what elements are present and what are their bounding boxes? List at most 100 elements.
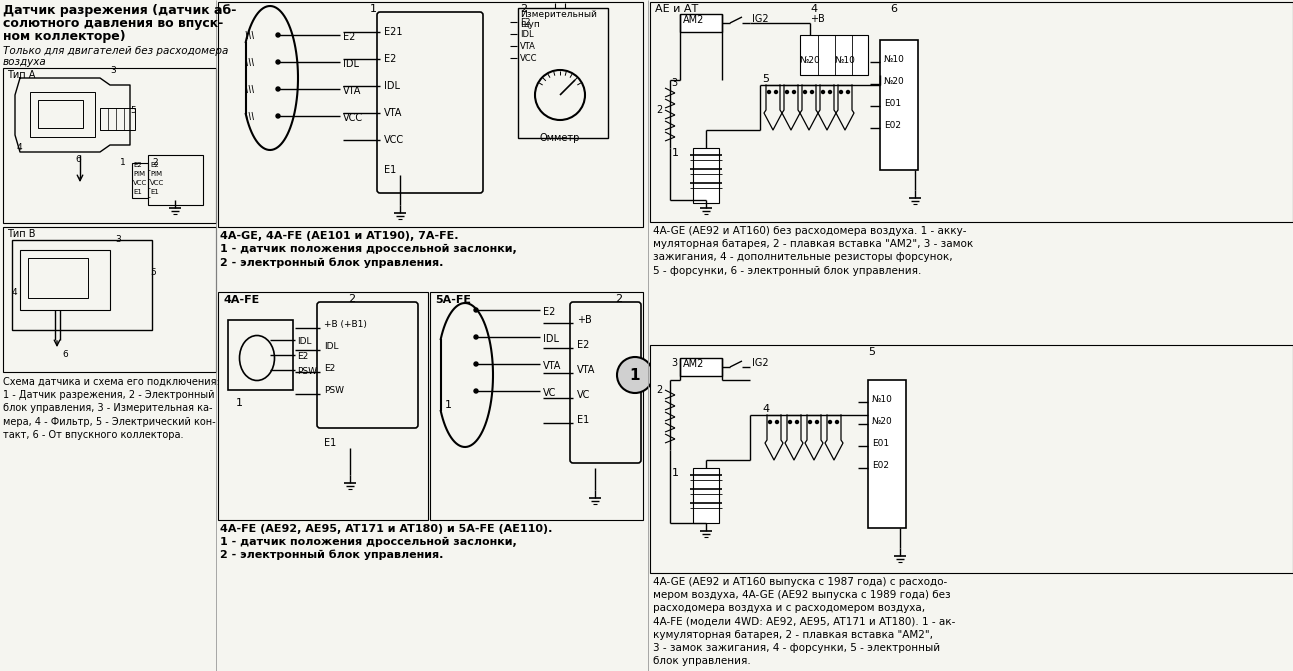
Text: Тип А: Тип А xyxy=(6,70,35,80)
Circle shape xyxy=(793,91,795,93)
Bar xyxy=(3,68,216,223)
Bar xyxy=(100,108,134,130)
Circle shape xyxy=(775,91,777,93)
Circle shape xyxy=(475,389,478,393)
Circle shape xyxy=(275,33,281,37)
Text: 5: 5 xyxy=(150,268,155,277)
Bar xyxy=(680,14,721,32)
Text: E21: E21 xyxy=(384,27,402,37)
Text: IG2: IG2 xyxy=(753,14,768,24)
Text: +В: +В xyxy=(809,14,825,24)
Text: PSW: PSW xyxy=(297,367,317,376)
Text: Только для двигателей без расходомера: Только для двигателей без расходомера xyxy=(3,46,229,56)
Circle shape xyxy=(786,91,789,93)
Text: 2 - электронный блок управления.: 2 - электронный блок управления. xyxy=(220,257,443,268)
Text: E2: E2 xyxy=(133,162,142,168)
Text: VCC: VCC xyxy=(150,180,164,186)
Text: Е02: Е02 xyxy=(884,121,901,130)
Text: VCC: VCC xyxy=(133,180,147,186)
Text: 5: 5 xyxy=(762,74,769,84)
Text: №10: №10 xyxy=(871,395,893,404)
Circle shape xyxy=(816,421,818,423)
Text: VTA: VTA xyxy=(343,86,361,96)
Bar xyxy=(518,8,608,138)
Text: Е02: Е02 xyxy=(871,461,890,470)
Text: ном коллекторе): ном коллекторе) xyxy=(3,30,125,43)
Text: 4A-GE (АЕ92 и АТ160 выпуска с 1987 года) с расходо-
мером воздуха, 4A-GE (АЕ92 в: 4A-GE (АЕ92 и АТ160 выпуска с 1987 года)… xyxy=(653,577,956,666)
Text: Е01: Е01 xyxy=(871,439,890,448)
Text: Тип В: Тип В xyxy=(6,229,35,239)
Circle shape xyxy=(795,421,799,423)
Text: PSW: PSW xyxy=(325,386,344,395)
Text: PIM: PIM xyxy=(150,171,162,177)
Text: 4A-FE: 4A-FE xyxy=(222,295,260,305)
Text: 4: 4 xyxy=(762,404,769,414)
Text: E2: E2 xyxy=(325,364,335,373)
Text: IG2: IG2 xyxy=(753,358,768,368)
Text: 6: 6 xyxy=(75,155,80,164)
Text: VC: VC xyxy=(577,390,591,400)
Text: 1: 1 xyxy=(370,4,378,14)
Text: №20: №20 xyxy=(884,77,905,86)
Text: 4A-GE, 4A-FE (АЕ101 и AT190), 7A-FE.: 4A-GE, 4A-FE (АЕ101 и AT190), 7A-FE. xyxy=(220,231,459,241)
Circle shape xyxy=(829,421,831,423)
Text: VTA: VTA xyxy=(520,42,535,51)
Circle shape xyxy=(847,91,850,93)
Circle shape xyxy=(275,114,281,118)
Text: Датчик разрежения (датчик аб-: Датчик разрежения (датчик аб- xyxy=(3,4,237,17)
Text: +В: +В xyxy=(577,315,592,325)
Circle shape xyxy=(617,357,653,393)
Text: 2: 2 xyxy=(520,4,528,14)
Text: VTA: VTA xyxy=(577,365,595,375)
Text: 1: 1 xyxy=(237,398,243,408)
Bar xyxy=(881,40,918,170)
Bar xyxy=(680,358,721,376)
Text: 3: 3 xyxy=(110,66,116,75)
Circle shape xyxy=(275,87,281,91)
Circle shape xyxy=(768,91,771,93)
Text: солютного давления во впуск-: солютного давления во впуск- xyxy=(3,17,224,30)
Text: VTA: VTA xyxy=(384,108,402,118)
Text: воздуха: воздуха xyxy=(3,57,47,67)
Bar xyxy=(28,258,88,298)
Text: PIM: PIM xyxy=(133,171,145,177)
Text: 1 - датчик положения дроссельной заслонки,: 1 - датчик положения дроссельной заслонк… xyxy=(220,537,517,547)
Circle shape xyxy=(475,362,478,366)
Text: АМ2: АМ2 xyxy=(683,15,705,25)
Text: E2: E2 xyxy=(343,32,356,42)
Circle shape xyxy=(803,91,807,93)
Text: 5: 5 xyxy=(868,347,875,357)
Text: 1: 1 xyxy=(672,148,679,158)
Text: VCC: VCC xyxy=(520,54,538,63)
Text: E1: E1 xyxy=(150,189,159,195)
Circle shape xyxy=(776,421,778,423)
Bar xyxy=(219,2,643,227)
Text: IDL: IDL xyxy=(297,337,312,346)
Text: №10: №10 xyxy=(884,55,905,64)
Bar xyxy=(650,345,1293,573)
Text: №10: №10 xyxy=(835,56,856,65)
Circle shape xyxy=(475,335,478,339)
Text: 4: 4 xyxy=(17,143,22,152)
Text: 1: 1 xyxy=(445,400,453,410)
Text: 4: 4 xyxy=(12,288,18,297)
Text: E1: E1 xyxy=(133,189,142,195)
Text: 2: 2 xyxy=(153,158,158,167)
Text: IDL: IDL xyxy=(520,30,534,39)
Circle shape xyxy=(829,91,831,93)
Circle shape xyxy=(821,91,825,93)
Text: E2: E2 xyxy=(577,340,590,350)
Text: 4A-FE (АЕ92, АЕ95, AT171 и AT180) и 5A-FE (АЕ110).: 4A-FE (АЕ92, АЕ95, AT171 и AT180) и 5A-F… xyxy=(220,524,552,534)
Text: 2: 2 xyxy=(656,385,662,395)
Circle shape xyxy=(835,421,838,423)
Bar xyxy=(37,100,83,128)
Bar xyxy=(693,148,719,203)
Text: E2: E2 xyxy=(384,54,397,64)
Text: E1: E1 xyxy=(384,165,396,175)
Text: IDL: IDL xyxy=(384,81,400,91)
Bar xyxy=(3,227,216,372)
Text: VC: VC xyxy=(543,388,556,398)
Bar xyxy=(693,468,719,523)
Text: VCC: VCC xyxy=(343,113,363,123)
Bar xyxy=(12,240,153,330)
